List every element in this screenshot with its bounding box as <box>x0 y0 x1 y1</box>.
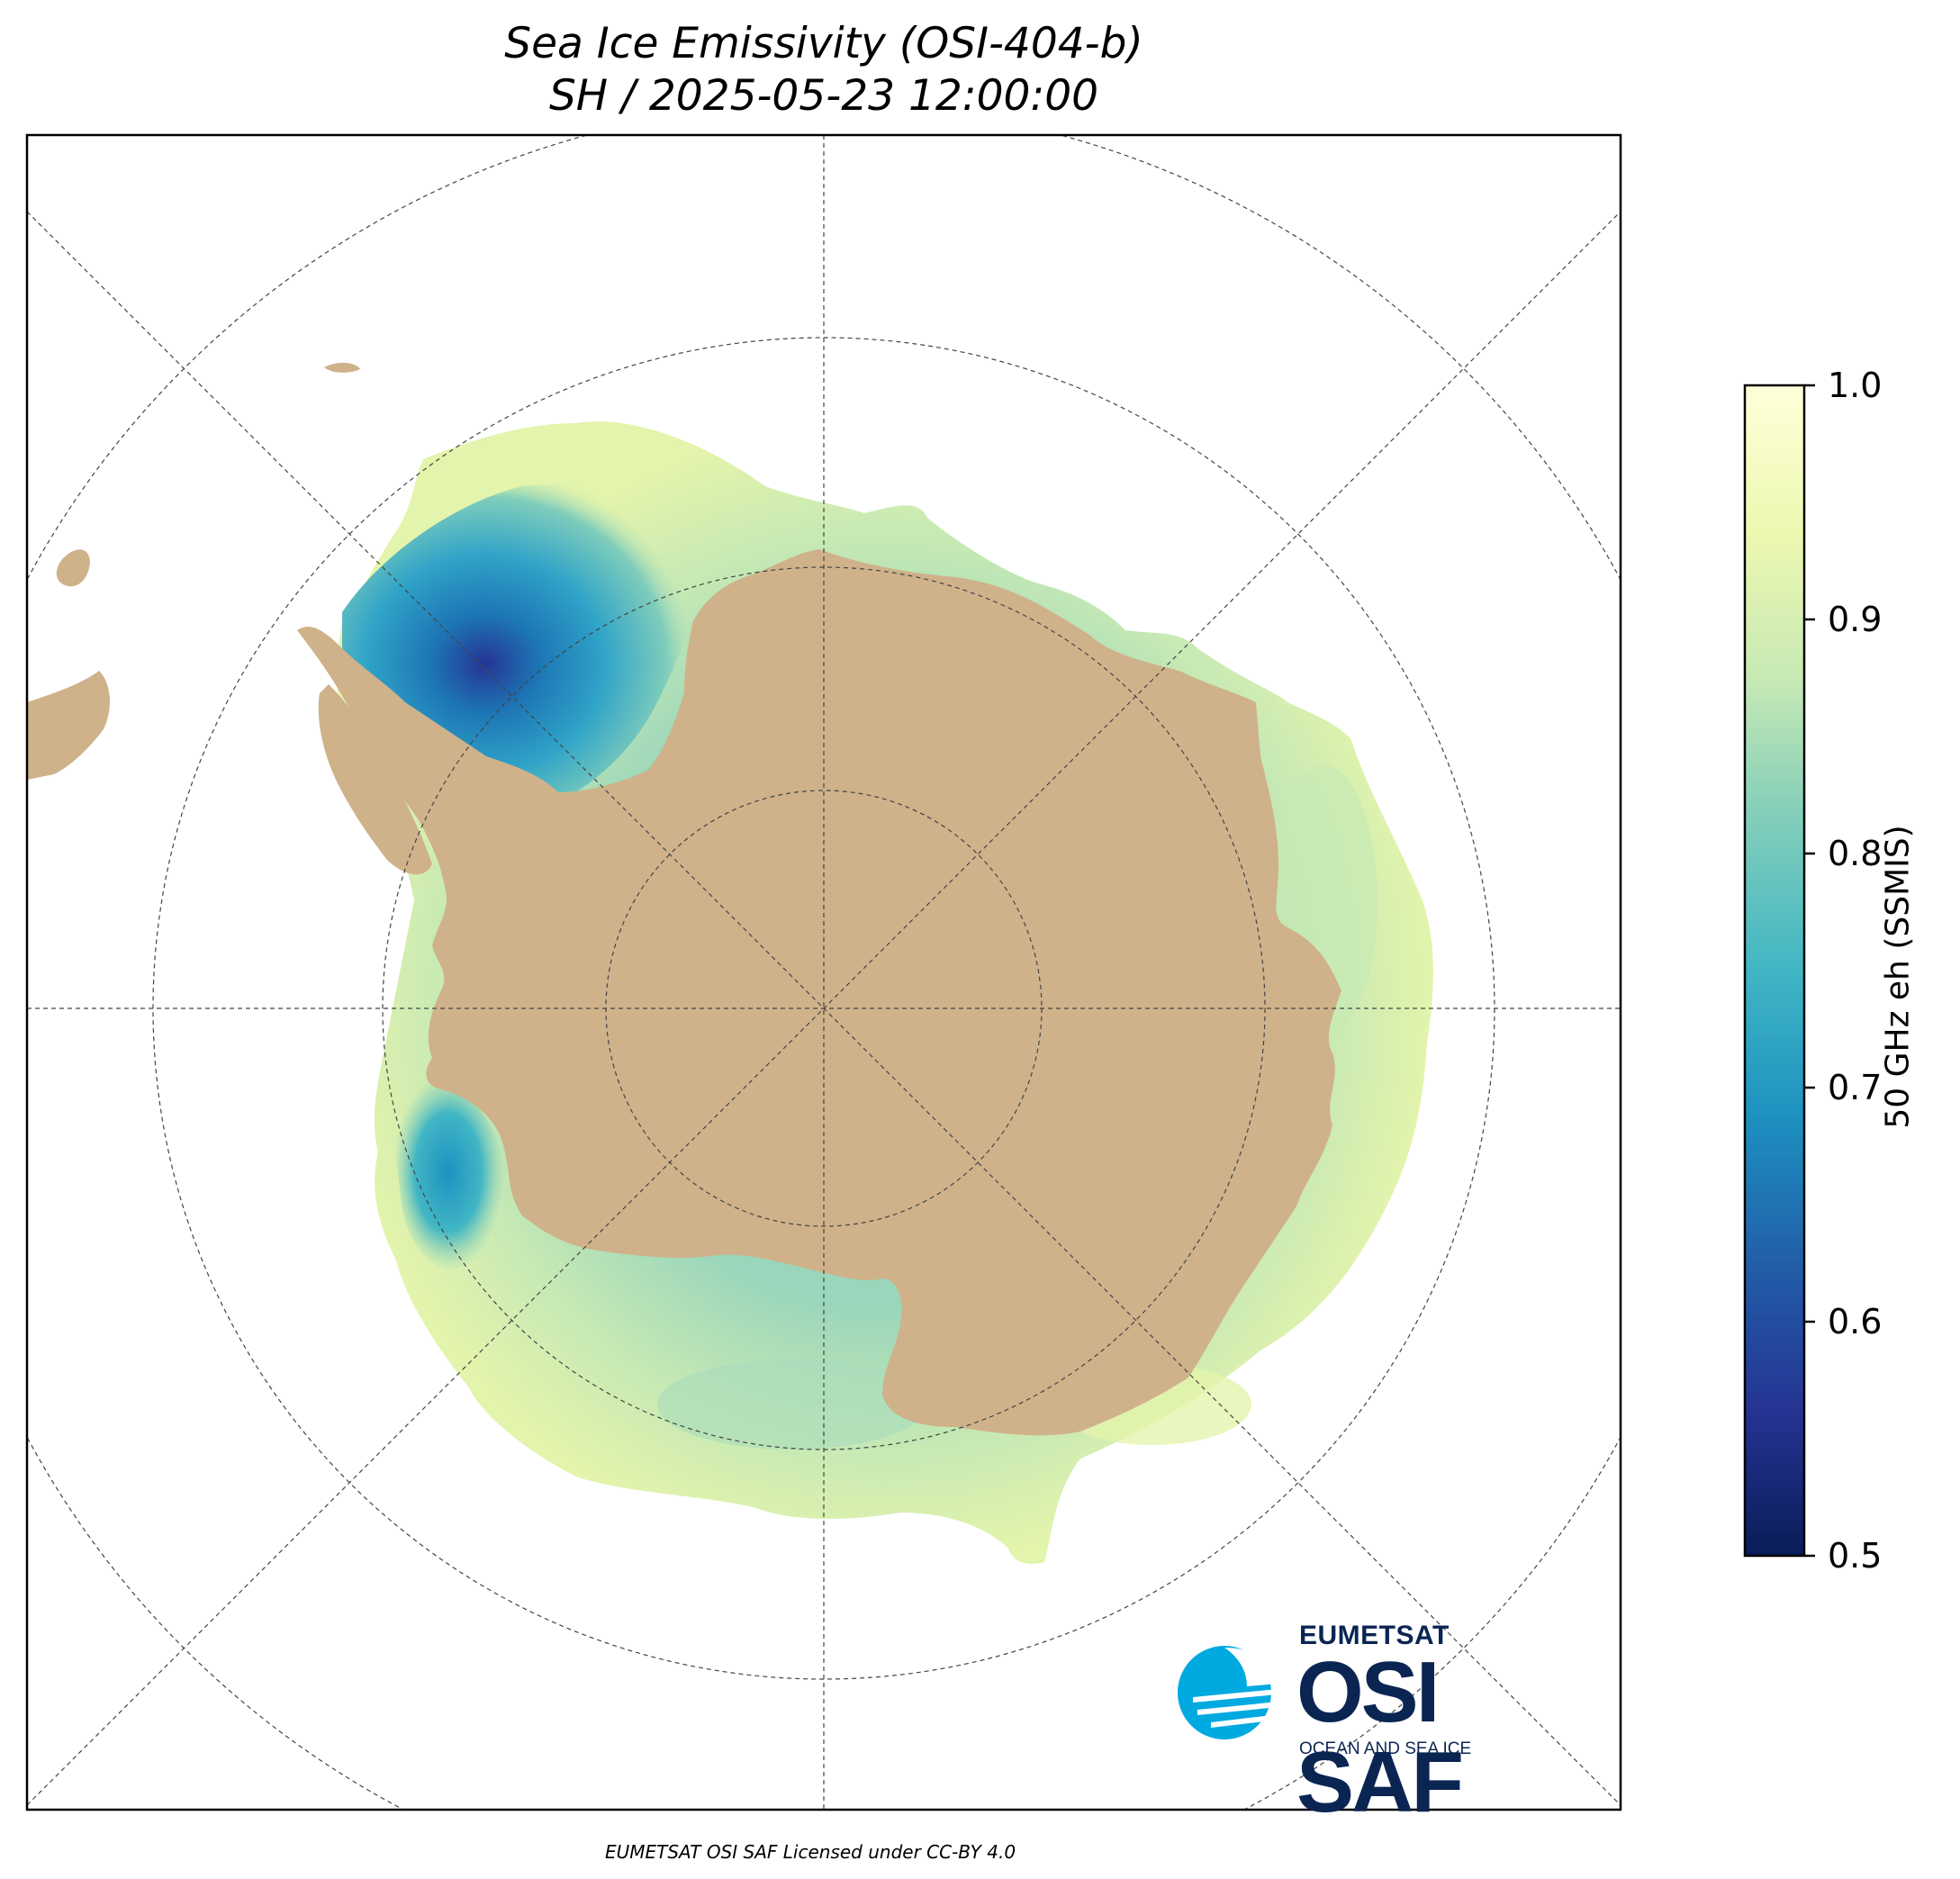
map-frame <box>25 133 1622 1811</box>
south-georgia <box>324 362 360 373</box>
logo-tagline: OCEAN AND SEA ICE <box>1299 1739 1472 1758</box>
graticule <box>27 135 1621 1810</box>
logo-name: OSI SAF <box>1296 1644 1464 1830</box>
colorbar-tick-label: 0.7 <box>1828 1068 1883 1107</box>
colorbar-label: 50 GHz eh (SSMIS) <box>1879 825 1917 1129</box>
sea-ice-patch <box>657 1360 927 1450</box>
license-footer: EUMETSAT OSI SAF Licensed under CC-BY 4.… <box>604 1841 1016 1863</box>
falkland-islands <box>56 549 90 587</box>
meridian-line <box>27 211 1621 1806</box>
colorbar <box>1743 384 1806 1558</box>
colorbar-tick-label: 0.8 <box>1828 834 1883 873</box>
colorbar-tick-label: 0.5 <box>1828 1536 1883 1576</box>
title-line-1: Sea Ice Emissivity (OSI-404-b) <box>504 19 1143 68</box>
map-title: Sea Ice Emissivity (OSI-404-b) SH / 2025… <box>27 18 1621 122</box>
osisaf-logo: EUMETSAT OSI SAF OCEAN AND SEA ICE <box>1170 1621 1603 1828</box>
colorbar-tick-label: 0.6 <box>1828 1302 1883 1341</box>
osisaf-wave-icon <box>1178 1646 1287 1739</box>
colorbar-tick-label: 1.0 <box>1828 366 1883 405</box>
colorbar-tick-label: 0.9 <box>1828 600 1883 639</box>
antarctica-landmass <box>297 549 1341 1436</box>
antarctic-peninsula <box>318 684 432 875</box>
title-line-2: SH / 2025-05-23 12:00:00 <box>548 71 1099 121</box>
logo-org: EUMETSAT <box>1299 1621 1450 1650</box>
south-america-tip <box>27 671 110 780</box>
ross-low-emissivity <box>392 1073 504 1271</box>
colorbar-ticks <box>1804 384 1815 1558</box>
